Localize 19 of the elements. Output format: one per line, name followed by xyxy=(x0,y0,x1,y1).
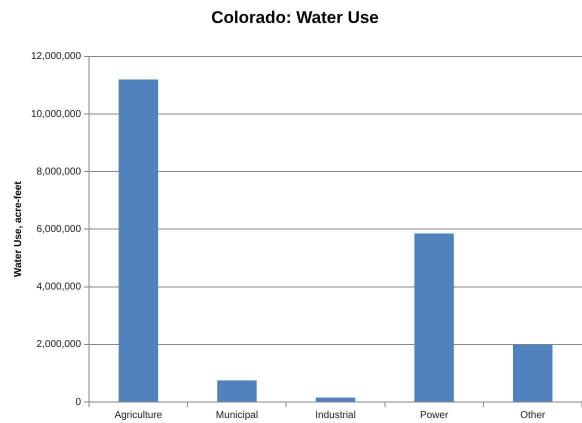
bar xyxy=(512,344,552,402)
y-axis-title: Water Use, acre-feet xyxy=(12,180,24,278)
chart-title: Colorado: Water Use xyxy=(211,8,379,27)
x-tick-label: Municipal xyxy=(216,410,258,421)
x-tick-label: Other xyxy=(520,410,546,421)
y-tick-label: 6,000,000 xyxy=(36,224,82,235)
y-tick-label: 12,000,000 xyxy=(30,51,82,62)
bar xyxy=(316,398,356,402)
x-tick-label: Industrial xyxy=(315,410,356,421)
x-tick-label: Power xyxy=(420,410,449,421)
bar xyxy=(414,234,454,402)
y-tick-label: 2,000,000 xyxy=(36,339,82,350)
x-tick-label: Agriculture xyxy=(114,410,163,421)
bar xyxy=(118,79,158,402)
y-tick-label: 8,000,000 xyxy=(36,166,82,178)
y-tick-label: 10,000,000 xyxy=(30,108,82,120)
y-tick-label: 0 xyxy=(75,396,82,408)
y-tick-label: 4,000,000 xyxy=(36,282,82,293)
bar xyxy=(217,380,257,402)
